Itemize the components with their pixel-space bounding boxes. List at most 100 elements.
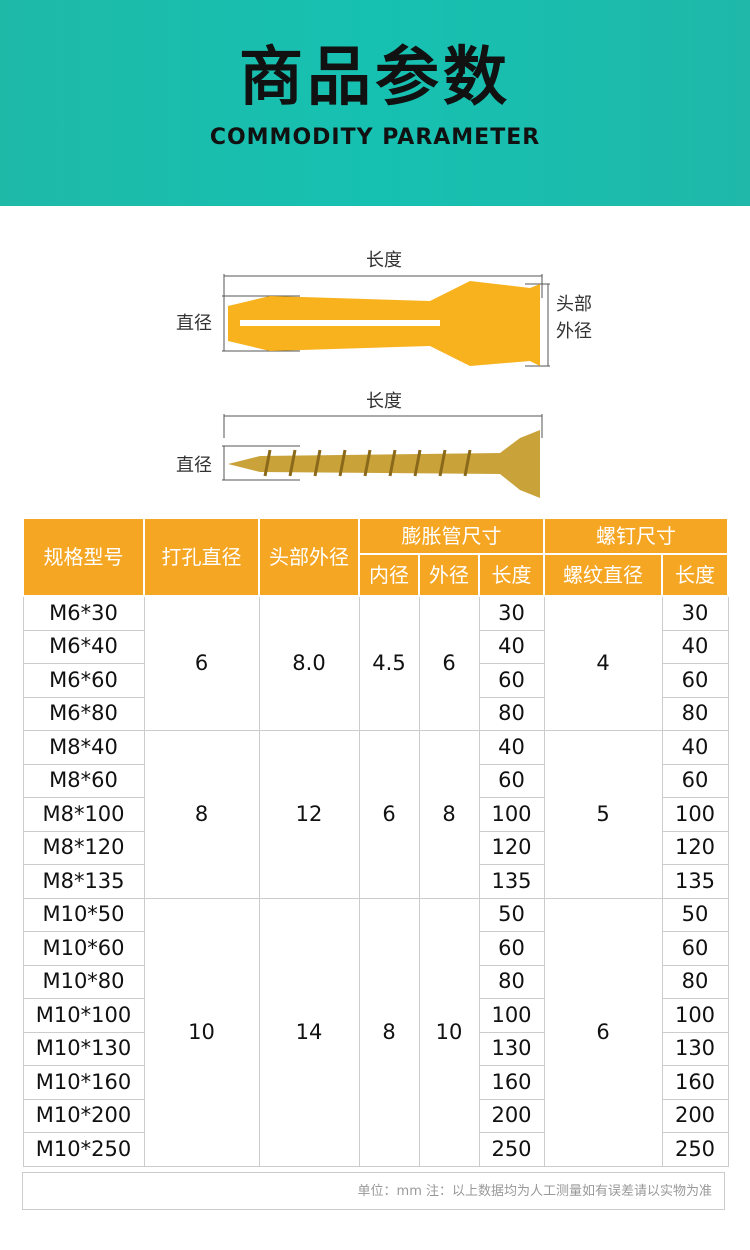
model-cell: M10*50 bbox=[22, 897, 145, 932]
screw-length-label: 长度 bbox=[366, 391, 402, 412]
table-row: M6*40 40 40 bbox=[22, 629, 729, 664]
tube-length-cell: 100 bbox=[478, 998, 545, 1033]
header-drill-diameter: 打孔直径 bbox=[143, 517, 260, 597]
header-tube-inner: 内径 bbox=[358, 553, 420, 597]
table-row: M6*80 80 80 bbox=[22, 696, 729, 731]
tube-length-cell: 130 bbox=[478, 1031, 545, 1066]
screw-length-cell: 120 bbox=[661, 830, 729, 865]
table-row: M8*100 100 100 bbox=[22, 797, 729, 832]
header-head-diameter: 头部外径 bbox=[258, 517, 360, 597]
header-screw-size: 螺钉尺寸 bbox=[543, 517, 729, 555]
model-cell: M8*120 bbox=[22, 830, 145, 865]
screw-length-cell: 130 bbox=[661, 1031, 729, 1066]
model-cell: M10*130 bbox=[22, 1031, 145, 1066]
screw-length-cell: 60 bbox=[661, 931, 729, 966]
tube-length-cell: 80 bbox=[478, 964, 545, 999]
screw-length-cell: 100 bbox=[661, 998, 729, 1033]
anchor-diameter-label: 直径 bbox=[176, 313, 212, 334]
tube-length-cell: 80 bbox=[478, 696, 545, 731]
tube-length-cell: 40 bbox=[478, 629, 545, 664]
header-banner: 商品参数 COMMODITY PARAMETER bbox=[0, 0, 750, 206]
model-cell: M10*200 bbox=[22, 1098, 145, 1133]
anchor-icon bbox=[228, 281, 540, 366]
drill-diameter-cell: 8 bbox=[143, 730, 260, 899]
page-title: 商品参数 bbox=[239, 41, 511, 115]
table-row: M10*250 250 250 bbox=[22, 1132, 729, 1167]
tube-outer-cell: 8 bbox=[418, 730, 480, 899]
tube-inner-cell: 6 bbox=[358, 730, 420, 899]
tube-outer-cell: 10 bbox=[418, 897, 480, 1167]
table-row: M10*60 60 60 bbox=[22, 931, 729, 966]
header-tube-size: 膨胀管尺寸 bbox=[358, 517, 545, 555]
tube-length-cell: 50 bbox=[478, 897, 545, 932]
table-row: M10*80 80 80 bbox=[22, 964, 729, 999]
screw-length-cell: 250 bbox=[661, 1132, 729, 1167]
screw-thread-cell: 5 bbox=[543, 730, 663, 899]
table-row: M8*40 8 12 6 8 40 5 40 bbox=[22, 730, 729, 899]
tube-length-cell: 160 bbox=[478, 1065, 545, 1100]
screw-length-cell: 60 bbox=[661, 763, 729, 798]
tube-length-cell: 100 bbox=[478, 797, 545, 832]
model-cell: M10*80 bbox=[22, 964, 145, 999]
head-diameter-cell: 14 bbox=[258, 897, 360, 1167]
model-cell: M6*80 bbox=[22, 696, 145, 731]
screw-length-cell: 60 bbox=[661, 663, 729, 698]
model-cell: M10*100 bbox=[22, 998, 145, 1033]
model-cell: M8*100 bbox=[22, 797, 145, 832]
tube-outer-cell: 6 bbox=[418, 595, 480, 731]
tube-length-cell: 250 bbox=[478, 1132, 545, 1167]
model-cell: M6*60 bbox=[22, 663, 145, 698]
screw-length-cell: 135 bbox=[661, 864, 729, 899]
screw-length-cell: 160 bbox=[661, 1065, 729, 1100]
header-tube-outer: 外径 bbox=[418, 553, 480, 597]
parameter-table: 规格型号 打孔直径 头部外径 膨胀管尺寸 螺钉尺寸 内径 外径 长度 螺纹直径 … bbox=[22, 517, 729, 1167]
screw-length-cell: 40 bbox=[661, 629, 729, 664]
table-row: M10*200 200 200 bbox=[22, 1098, 729, 1133]
model-cell: M10*160 bbox=[22, 1065, 145, 1100]
table-row: M8*135 135 135 bbox=[22, 864, 729, 899]
screw-length-cell: 50 bbox=[661, 897, 729, 932]
anchor-length-label: 长度 bbox=[366, 250, 402, 271]
tube-length-cell: 40 bbox=[478, 730, 545, 765]
tube-length-cell: 135 bbox=[478, 864, 545, 899]
tube-length-cell: 60 bbox=[478, 931, 545, 966]
header-model: 规格型号 bbox=[22, 517, 145, 597]
drill-diameter-cell: 6 bbox=[143, 595, 260, 731]
screw-length-cell: 80 bbox=[661, 696, 729, 731]
screw-length-cell: 30 bbox=[661, 595, 729, 631]
screw-diameter-label: 直径 bbox=[176, 455, 212, 476]
drill-diameter-cell: 10 bbox=[143, 897, 260, 1167]
screw-length-cell: 200 bbox=[661, 1098, 729, 1133]
tube-length-cell: 200 bbox=[478, 1098, 545, 1133]
tube-length-cell: 60 bbox=[478, 663, 545, 698]
screw-thread-cell: 4 bbox=[543, 595, 663, 731]
header-tube-length: 长度 bbox=[478, 553, 545, 597]
tube-inner-cell: 4.5 bbox=[358, 595, 420, 731]
screw-icon bbox=[228, 430, 540, 498]
anchor-and-screw-illustration bbox=[222, 274, 550, 498]
footer-note: 单位：mm 注：以上数据均为人工测量如有误差请以实物为准 bbox=[22, 1172, 725, 1210]
header-screw-thread: 螺纹直径 bbox=[543, 553, 663, 597]
table-row: M6*30 6 8.0 4.5 6 30 4 30 bbox=[22, 595, 729, 731]
model-cell: M6*30 bbox=[22, 595, 145, 631]
table-row: M10*130 130 130 bbox=[22, 1031, 729, 1066]
model-cell: M10*60 bbox=[22, 931, 145, 966]
table-row: M10*50 10 14 8 10 50 6 50 bbox=[22, 897, 729, 1167]
screw-length-cell: 40 bbox=[661, 730, 729, 765]
table-row: M8*60 60 60 bbox=[22, 763, 729, 798]
model-cell: M10*250 bbox=[22, 1132, 145, 1167]
screw-length-cell: 100 bbox=[661, 797, 729, 832]
anchor-head-label: 头部 bbox=[556, 294, 592, 315]
anchor-head-label-2: 外径 bbox=[556, 321, 592, 342]
screw-length-cell: 80 bbox=[661, 964, 729, 999]
tube-inner-cell: 8 bbox=[358, 897, 420, 1167]
head-diameter-cell: 8.0 bbox=[258, 595, 360, 731]
tube-length-cell: 30 bbox=[478, 595, 545, 631]
table-row: M6*60 60 60 bbox=[22, 663, 729, 698]
tube-length-cell: 120 bbox=[478, 830, 545, 865]
page-subtitle: COMMODITY PARAMETER bbox=[209, 125, 541, 150]
header-screw-length: 长度 bbox=[661, 553, 729, 597]
product-diagram: 长度 直径 头部 外径 长度 直径 bbox=[0, 206, 750, 516]
tube-length-cell: 60 bbox=[478, 763, 545, 798]
table-row: M10*100 100 100 bbox=[22, 998, 729, 1033]
